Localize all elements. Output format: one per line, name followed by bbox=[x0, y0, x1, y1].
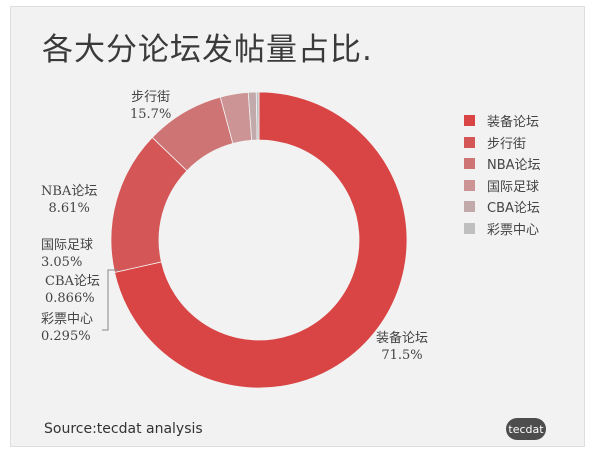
slice-label-caipiao-value: 0.295% bbox=[41, 329, 91, 344]
legend-label: 彩票中心 bbox=[487, 222, 540, 238]
legend-label: CBA论坛 bbox=[487, 201, 540, 217]
slice-label-guojizuqiu-name: 国际足球 bbox=[41, 238, 94, 253]
legend-label: 国际足球 bbox=[487, 179, 540, 195]
slice-label-guojizuqiu: 国际足球 3.05% bbox=[41, 237, 93, 271]
leader-line-small-slices bbox=[102, 269, 118, 331]
slice-label-nba-value: 8.61% bbox=[48, 201, 90, 216]
slice-label-caipiao-name: 彩票中心 bbox=[41, 312, 94, 327]
legend-item-buxingjie: 步行街 bbox=[464, 132, 541, 154]
slice-label-nba-name: NBA论坛 bbox=[41, 184, 98, 199]
legend-swatch bbox=[464, 136, 475, 148]
slice-label-zhuangbei-value: 71.5% bbox=[381, 348, 423, 363]
legend-label: NBA论坛 bbox=[487, 158, 541, 174]
legend-label: 装备论坛 bbox=[487, 115, 540, 131]
legend-swatch bbox=[464, 201, 475, 213]
legend-swatch bbox=[464, 179, 475, 191]
slice-label-caipiao: 彩票中心 0.295% bbox=[41, 311, 93, 345]
legend-swatch bbox=[464, 158, 475, 170]
slice-label-buxingjie-name: 步行街 bbox=[131, 90, 171, 105]
slice-label-buxingjie: 步行街 15.7% bbox=[130, 89, 171, 123]
legend-item-nba: NBA论坛 bbox=[464, 153, 541, 175]
tecdat-logo: tecdat bbox=[506, 418, 546, 440]
slice-label-buxingjie-value: 15.7% bbox=[130, 107, 172, 122]
legend-item-guojizuqiu: 国际足球 bbox=[464, 175, 541, 197]
legend-swatch bbox=[464, 115, 475, 127]
legend-item-caipiao: 彩票中心 bbox=[464, 218, 541, 240]
chart-legend: 装备论坛 步行街 NBA论坛 国际足球 CBA论坛 彩票中心 bbox=[464, 110, 541, 239]
slice-label-zhuangbei: 装备论坛 71.5% bbox=[376, 330, 428, 364]
slice-label-cba: CBA论坛 0.866% bbox=[45, 273, 100, 307]
slice-caipiao bbox=[255, 91, 260, 141]
legend-swatch bbox=[464, 222, 475, 234]
legend-item-cba: CBA论坛 bbox=[464, 196, 541, 218]
slice-label-zhuangbei-name: 装备论坛 bbox=[376, 331, 429, 346]
legend-label: 步行街 bbox=[487, 136, 527, 152]
page-title: 各大分论坛发帖量占比. bbox=[42, 32, 373, 68]
slice-label-cba-name: CBA论坛 bbox=[45, 274, 100, 289]
legend-item-zhuangbei: 装备论坛 bbox=[464, 110, 541, 132]
slice-label-nba: NBA论坛 8.61% bbox=[41, 183, 97, 217]
slice-label-cba-value: 0.866% bbox=[45, 291, 95, 306]
slice-label-guojizuqiu-value: 3.05% bbox=[41, 255, 83, 270]
slice-zhuangbei bbox=[114, 91, 408, 389]
source-note: Source:tecdat analysis bbox=[44, 421, 203, 437]
